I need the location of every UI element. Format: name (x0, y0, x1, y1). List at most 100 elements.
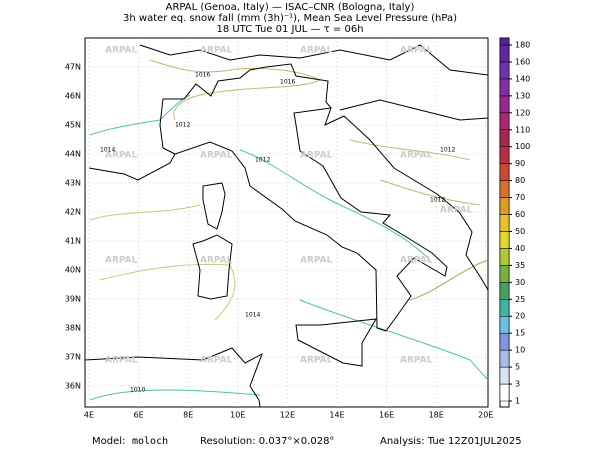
lon-label: 14E (329, 411, 344, 420)
colorbar-segment (499, 129, 510, 147)
lat-label: 36N (65, 382, 81, 391)
coastlines (84, 44, 489, 408)
colorbar-segment (499, 383, 510, 402)
watermark: ARPAL (105, 46, 138, 56)
colorbar-label: 1 (515, 397, 520, 406)
footer-model: moloch (132, 436, 168, 447)
watermark: ARPAL (200, 356, 233, 366)
map-frame (84, 37, 489, 408)
watermark: ARPAL (200, 256, 233, 266)
colorbar-segment (499, 315, 510, 334)
colorbar-segment (499, 332, 510, 351)
colorbar-segment (499, 248, 510, 266)
contour-label: 1014 (100, 147, 115, 154)
sicily (295, 318, 377, 367)
lon-label: 10E (230, 411, 245, 420)
lon-label: 18E (429, 411, 444, 420)
watermark: ARPAL (200, 151, 233, 161)
isobar (89, 204, 236, 321)
lat-label: 39N (65, 295, 81, 304)
colorbar-segment (499, 61, 510, 80)
watermark: ARPAL (200, 46, 233, 56)
contour-label: 1012 (430, 197, 445, 204)
lat-label: 41N (65, 237, 81, 246)
watermark: ARPAL (400, 356, 433, 366)
watermark: ARPAL (400, 46, 433, 56)
colorbar-label: 180 (515, 41, 530, 50)
colorbar-label: 40 (515, 244, 525, 253)
footer-analysis: Analysis: Tue 12Z01JUL2025 (380, 436, 522, 447)
watermark: ARPAL (400, 256, 433, 266)
lon-label: 8E (183, 411, 193, 420)
watermark: ARPAL (105, 256, 138, 266)
footer-resolution: Resolution: 0.037°×0.028° (200, 436, 334, 447)
colorbar-label: 25 (515, 295, 525, 304)
colorbar: 1351015202530354050607080901001101201301… (499, 37, 530, 408)
colorbar-segment (499, 197, 510, 215)
lat-label: 47N (65, 63, 81, 72)
coastline (88, 107, 489, 332)
sardinia (192, 234, 233, 300)
contour-label: 1014 (245, 312, 260, 319)
colorbar-segment (499, 265, 510, 283)
colorbar-label: 130 (515, 91, 530, 100)
lat-label: 45N (65, 121, 81, 130)
graticule (85, 38, 488, 407)
lon-label: 6E (134, 411, 144, 420)
colorbar-segment (499, 78, 510, 97)
colorbar-label: 35 (515, 261, 525, 270)
colorbar-segment (499, 299, 510, 317)
colorbar-segment (499, 44, 510, 63)
contour-label: 1012 (440, 147, 455, 154)
lon-label: 20E (478, 411, 493, 420)
corsica (202, 182, 226, 230)
colorbar-segment (499, 95, 510, 114)
watermark: ARPAL (400, 151, 433, 161)
colorbar-segment (499, 112, 510, 131)
colorbar-label: 15 (515, 329, 525, 338)
colorbar-segment (499, 214, 510, 232)
colorbar-segment (499, 282, 510, 300)
lon-label: 16E (379, 411, 394, 420)
isobar (89, 94, 191, 136)
watermark: ARPAL (440, 206, 473, 216)
colorbar-segment (499, 163, 510, 181)
lat-label: 37N (65, 353, 81, 362)
colorbar-label: 30 (515, 278, 525, 287)
colorbar-label: 160 (515, 57, 530, 66)
lat-label: 38N (65, 324, 81, 333)
title-line: 3h water eq. snow fall (mm (3h)⁻¹), Mean… (123, 13, 457, 24)
colorbar-label: 60 (515, 210, 525, 219)
coastline (84, 347, 263, 408)
colorbar-segment (499, 37, 510, 46)
colorbar-label: 3 (515, 380, 520, 389)
lon-label: 4E (84, 411, 94, 420)
watermark: ARPAL (300, 151, 333, 161)
lat-label: 40N (65, 266, 81, 275)
watermark: ARPAL (300, 256, 333, 266)
isobars (89, 59, 489, 401)
colorbar-label: 5 (515, 363, 520, 372)
colorbar-label: 90 (515, 159, 525, 168)
lon-label: 12E (280, 411, 295, 420)
colorbar-segment (499, 146, 510, 164)
lat-label: 44N (65, 150, 81, 159)
colorbar-label: 20 (515, 312, 525, 321)
watermark: ARPAL (105, 151, 138, 161)
colorbar-segment (499, 180, 510, 198)
title-line: 18 UTC Tue 01 JUL — τ = 06h (216, 24, 363, 35)
colorbar-segment (499, 231, 510, 249)
isobar (89, 299, 489, 401)
colorbar-label: 10 (515, 346, 525, 355)
colorbar-label: 140 (515, 74, 530, 83)
lat-label: 46N (65, 92, 81, 101)
title-line: ARPAL (Genoa, Italy) — ISAC–CNR (Bologna… (166, 2, 415, 13)
colorbar-label: 80 (515, 176, 525, 185)
colorbar-label: 120 (515, 108, 530, 117)
isobar (239, 149, 431, 261)
watermark: ARPAL (300, 46, 333, 56)
colorbar-segment (499, 366, 510, 385)
colorbar-label: 70 (515, 193, 525, 202)
lat-label: 42N (65, 208, 81, 217)
